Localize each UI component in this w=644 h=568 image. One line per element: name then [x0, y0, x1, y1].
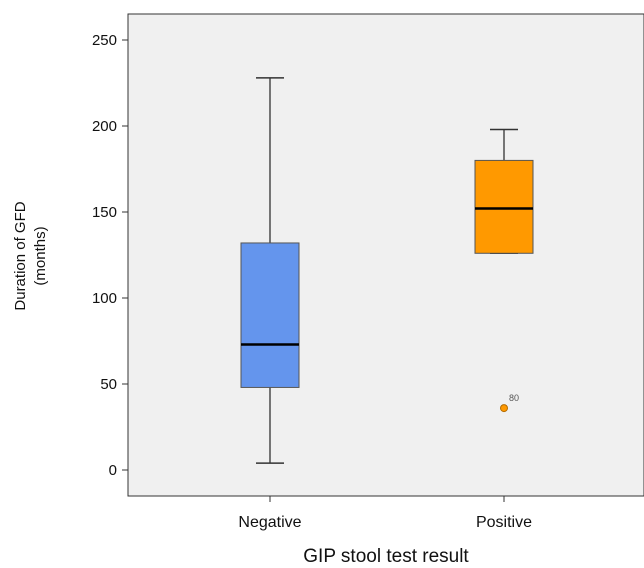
y-ticks: 0 50 100 150 200 250	[92, 32, 128, 479]
x-tick-label: Negative	[238, 514, 301, 531]
plot-area	[127, 13, 644, 497]
box-positive	[474, 159, 534, 254]
y-axis-label-line2: (months)	[32, 226, 49, 285]
y-tick-label: 50	[100, 376, 117, 393]
y-tick-label: 250	[92, 32, 117, 49]
box-negative	[240, 242, 300, 388]
y-tick-label: 150	[92, 204, 117, 221]
boxes: 80	[240, 77, 534, 464]
y-tick-label: 100	[92, 290, 117, 307]
x-categories: Negative Positive	[238, 496, 532, 531]
y-tick-label: 0	[109, 462, 117, 479]
outlier-label: 80	[509, 393, 519, 403]
outlier-point	[500, 404, 508, 413]
y-axis-label-line1: Duration of GFD	[12, 201, 29, 310]
y-tick-label: 200	[92, 118, 117, 135]
x-axis-title: GIP stool test result	[303, 546, 469, 567]
x-tick-label: Positive	[476, 514, 532, 531]
